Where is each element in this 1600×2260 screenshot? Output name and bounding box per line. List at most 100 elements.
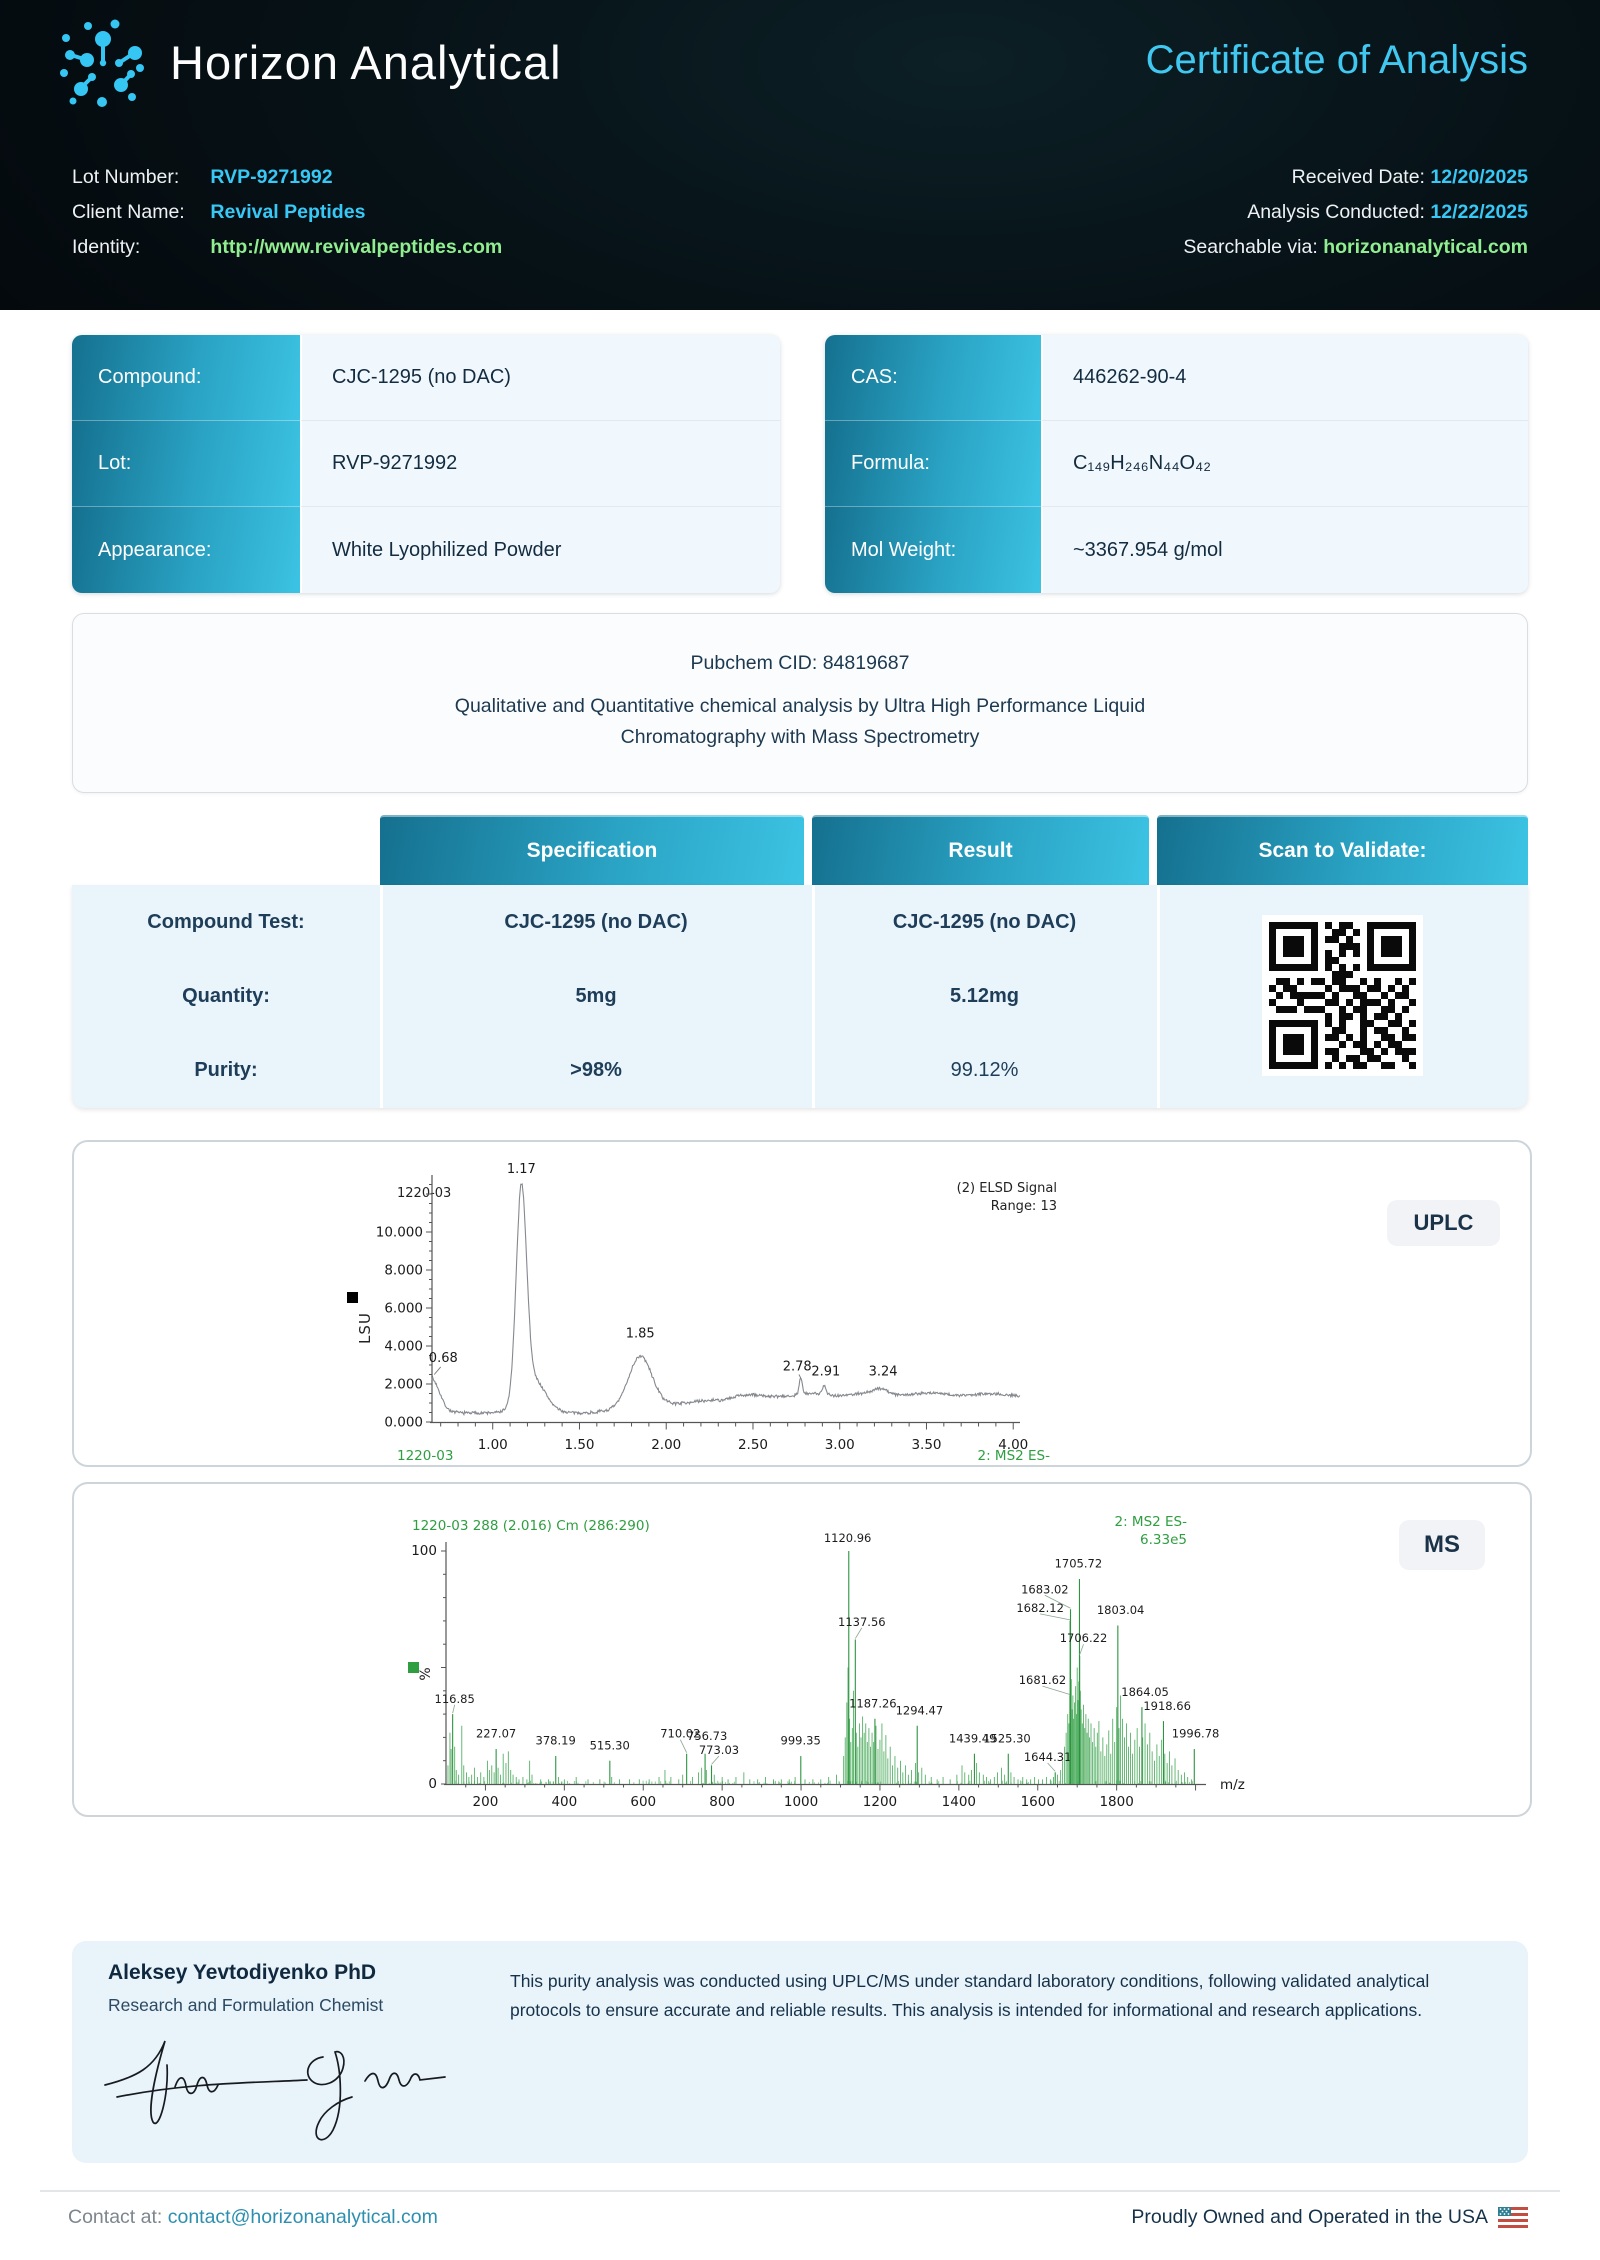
info-card-row: Formula: C₁₄₉H₂₄₆N₄₄O₄₂ — [825, 421, 1528, 507]
header-info-left-label: Identity: — [72, 236, 141, 258]
uplc-badge: UPLC — [1387, 1200, 1500, 1246]
svg-text:10.000: 10.000 — [376, 1225, 423, 1241]
info-card-row: Appearance: White Lyophilized Powder — [72, 507, 780, 593]
compound-card: Compound: CJC-1295 (no DAC) Lot: RVP-927199… — [72, 335, 780, 593]
info-card-value: 446262-90-4 — [1041, 335, 1528, 421]
chemist-name: Aleksey Yevtodiyenko PhD — [108, 1961, 377, 1984]
svg-text:1705.72: 1705.72 — [1055, 1557, 1103, 1571]
column-divider — [812, 885, 815, 1108]
header-info-left-value: RVP-9271992 — [205, 166, 333, 188]
svg-text:100: 100 — [411, 1543, 437, 1559]
svg-text:1600: 1600 — [1021, 1794, 1055, 1810]
header-info-right-label: Received Date: — [1291, 166, 1425, 188]
svg-text:1682.12: 1682.12 — [1016, 1601, 1064, 1615]
svg-text:2.50: 2.50 — [738, 1437, 768, 1453]
result-value: CJC-1295 (no DAC) — [892, 910, 1077, 933]
header-info-right-value[interactable]: horizonanalytical.com — [1317, 236, 1528, 258]
footer: Contact at: contact@horizonanalytical.co… — [68, 2206, 1528, 2229]
ms-badge: MS — [1399, 1520, 1485, 1570]
footer-right: Proudly Owned and Operated in the USA — [1131, 2206, 1528, 2229]
svg-text:8.000: 8.000 — [384, 1263, 423, 1279]
pubchem-card: Pubchem CID: 84819687 Qualitative and Qu… — [72, 613, 1528, 793]
info-card-value: RVP-9271992 — [300, 421, 780, 507]
header-info-right: Received Date: 12/20/2025 Analysis Conduc… — [1183, 160, 1528, 265]
svg-text:6.000: 6.000 — [384, 1301, 423, 1317]
svg-text:1864.05: 1864.05 — [1121, 1685, 1169, 1699]
svg-text:1294.47: 1294.47 — [896, 1703, 944, 1717]
contact-line: Contact at: contact@horizonanalytical.co… — [68, 2206, 438, 2229]
svg-text:1996.78: 1996.78 — [1172, 1727, 1220, 1741]
svg-text:515.30: 515.30 — [590, 1738, 630, 1752]
svg-text:378.19: 378.19 — [536, 1734, 576, 1748]
info-card-value: CJC-1295 (no DAC) — [300, 335, 780, 421]
spec-result-table: Specification Result Scan to Validate: C… — [72, 815, 1528, 1108]
header-info-right-label: Searchable via: — [1183, 236, 1318, 258]
qr-code-image — [1262, 915, 1423, 1076]
page-title: Certificate of Analysis — [1145, 38, 1528, 82]
svg-text:1220-03 288 (2.016) Cm (286:29: 1220-03 288 (2.016) Cm (286:290) — [412, 1518, 650, 1534]
svg-text:2.000: 2.000 — [384, 1377, 423, 1393]
svg-text:2: MS2 ES-: 2: MS2 ES- — [1115, 1514, 1188, 1530]
svg-text:4.00: 4.00 — [998, 1437, 1028, 1453]
svg-text:1.17: 1.17 — [507, 1162, 536, 1177]
header-info-left-label: Lot Number: — [72, 166, 180, 188]
svg-text:1918.66: 1918.66 — [1143, 1699, 1191, 1713]
spec-value: CJC-1295 (no DAC) — [504, 910, 688, 933]
contact-email-link[interactable]: contact@horizonanalytical.com — [167, 2206, 438, 2228]
svg-text:1137.56: 1137.56 — [838, 1615, 886, 1629]
svg-text:6.33e5: 6.33e5 — [1140, 1532, 1187, 1548]
pubchem-cid: Pubchem CID: 84819687 — [690, 652, 910, 674]
signature-image — [104, 2040, 446, 2141]
info-card-row: CAS: 446262-90-4 — [825, 335, 1528, 421]
header-info-left: Lot Number: RVP-9271992 Client Name: Revi… — [72, 160, 502, 265]
svg-text:1.50: 1.50 — [564, 1437, 594, 1453]
contact-label: Contact at: — [68, 2206, 168, 2228]
analysis-statement: This purity analysis was conducted using… — [510, 1971, 1430, 2020]
svg-text:1.85: 1.85 — [626, 1326, 655, 1341]
column-header-specification: Specification — [380, 815, 804, 885]
spec-row-label: Purity: — [194, 1058, 258, 1081]
brand-logo-icon — [60, 19, 144, 107]
svg-text:1706.22: 1706.22 — [1060, 1631, 1108, 1645]
svg-text:2: MS2 ES-: 2: MS2 ES- — [978, 1448, 1051, 1461]
svg-text:(2) ELSD Signal: (2) ELSD Signal — [957, 1181, 1057, 1196]
header-info-right-value: 12/22/2025 — [1424, 201, 1528, 223]
svg-text:756.73: 756.73 — [687, 1729, 727, 1743]
svg-text:1220-03: 1220-03 — [397, 1448, 453, 1461]
info-card-label: Lot: — [72, 421, 300, 507]
usa-flag-icon — [1498, 2207, 1528, 2228]
svg-text:1120.96: 1120.96 — [824, 1531, 872, 1545]
svg-text:400: 400 — [551, 1794, 577, 1810]
svg-text:1220-03: 1220-03 — [397, 1186, 451, 1201]
uplc-chromatogram-chart: 1220-03 (2) ELSD Signal Range: 13 1220-03 2:… — [347, 1162, 1057, 1461]
spec-value: >98% — [570, 1058, 622, 1081]
spec-row-label: Compound Test: — [147, 910, 305, 933]
svg-text:2.00: 2.00 — [651, 1437, 681, 1453]
svg-text:773.03: 773.03 — [699, 1743, 739, 1757]
svg-text:4.000: 4.000 — [384, 1339, 423, 1355]
svg-text:200: 200 — [473, 1794, 499, 1810]
info-card-label: CAS: — [825, 335, 1041, 421]
spec-value: 5mg — [575, 984, 617, 1007]
svg-text:3.50: 3.50 — [911, 1437, 941, 1453]
info-card-value: White Lyophilized Powder — [300, 507, 780, 593]
svg-text:1803.04: 1803.04 — [1097, 1603, 1145, 1617]
uplc-chromatogram-card: 1220-03 (2) ELSD Signal Range: 13 1220-03 2:… — [72, 1140, 1532, 1467]
svg-text:800: 800 — [709, 1794, 735, 1810]
svg-text:3.24: 3.24 — [869, 1364, 898, 1379]
header-info-left-row: Identity: http://www.revivalpeptides.com — [72, 230, 502, 265]
info-card-label: Appearance: — [72, 507, 300, 593]
svg-text:%: % — [418, 1667, 434, 1680]
svg-text:1439.49: 1439.49 — [949, 1731, 997, 1745]
svg-text:710.02: 710.02 — [660, 1727, 700, 1741]
footer-divider — [40, 2190, 1560, 2192]
svg-text:227.07: 227.07 — [476, 1727, 516, 1741]
analysis-description: Qualitative and Quantitative chemical an… — [454, 695, 1146, 748]
spec-row-label: Quantity: — [182, 984, 270, 1007]
svg-text:600: 600 — [630, 1794, 656, 1810]
header-info-left-value[interactable]: http://www.revivalpeptides.com — [205, 236, 503, 258]
svg-text:m/z: m/z — [1220, 1777, 1245, 1793]
header-info-left-value: Revival Peptides — [205, 201, 366, 223]
brand: Horizon Analytical — [58, 16, 562, 108]
